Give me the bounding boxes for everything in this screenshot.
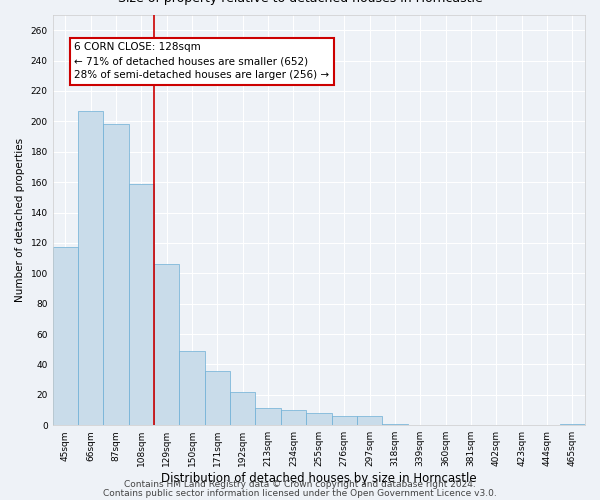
Bar	[78, 110, 103, 425]
Bar	[179, 351, 205, 425]
Bar	[154, 264, 179, 425]
Bar	[205, 370, 230, 425]
Bar	[357, 416, 382, 425]
Text: Size of property relative to detached houses in Horncastle: Size of property relative to detached ho…	[118, 0, 482, 5]
Bar	[332, 416, 357, 425]
Bar	[560, 424, 585, 425]
Y-axis label: Number of detached properties: Number of detached properties	[15, 138, 25, 302]
Bar	[281, 410, 306, 425]
Text: 6 CORN CLOSE: 128sqm
← 71% of detached houses are smaller (652)
28% of semi-deta: 6 CORN CLOSE: 128sqm ← 71% of detached h…	[74, 42, 329, 80]
Bar	[230, 392, 256, 425]
Bar	[53, 248, 78, 425]
Text: Contains HM Land Registry data © Crown copyright and database right 2024.: Contains HM Land Registry data © Crown c…	[124, 480, 476, 489]
Bar	[256, 408, 281, 425]
Bar	[382, 424, 407, 425]
Bar	[103, 124, 129, 425]
Bar	[129, 184, 154, 425]
X-axis label: Distribution of detached houses by size in Horncastle: Distribution of detached houses by size …	[161, 472, 476, 485]
Bar	[306, 413, 332, 425]
Text: Contains public sector information licensed under the Open Government Licence v3: Contains public sector information licen…	[103, 488, 497, 498]
